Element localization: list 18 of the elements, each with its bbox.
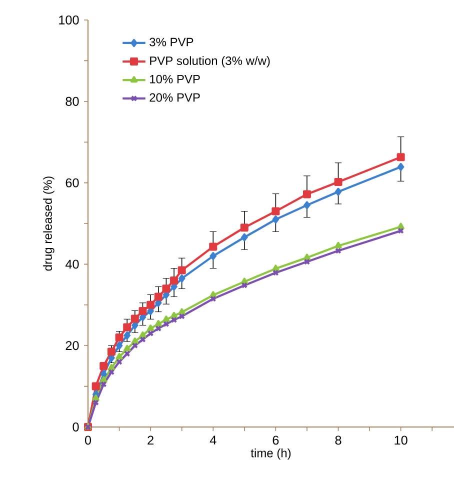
legend-label: 3% PVP [150,38,194,46]
y-tick-label: 100 [59,16,79,24]
y-tick-label: 20 [66,341,79,350]
x-tick-label: 4 [210,436,216,444]
x-tick-label: 2 [148,436,154,445]
y-axis-title: drug released (%) [43,176,54,271]
legend-label: 10% PVP [150,74,200,84]
legend-label: PVP solution (3% w/w) [150,56,270,68]
x-axis-title: time (h) [250,448,291,460]
x-tick-label: 0 [84,436,92,445]
x-tick-label: 6 [272,436,279,445]
x-tick-label: 10 [394,436,408,445]
legend-label: 20% PVP [150,93,200,102]
x-tick-label: 8 [335,436,342,445]
y-tick-label: 40 [65,260,79,269]
y-tick-label: 60 [66,178,79,188]
y-tick-label: 80 [66,96,79,106]
y-tick-label: 0 [72,422,79,432]
